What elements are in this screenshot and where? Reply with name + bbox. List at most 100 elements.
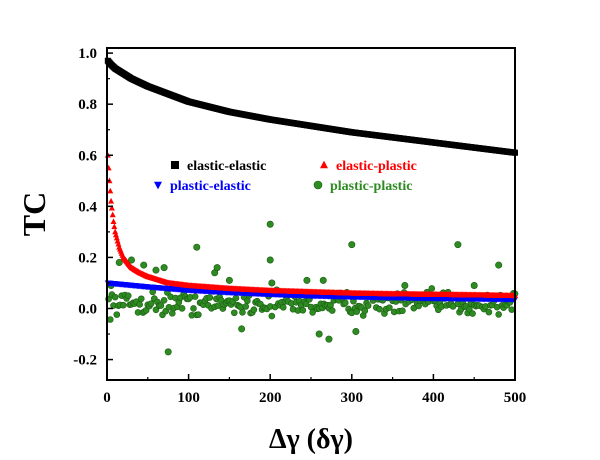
data-point-plastic-plastic [319, 276, 327, 284]
data-point-elastic-plastic [107, 187, 114, 194]
data-point-plastic-plastic [147, 300, 155, 307]
data-point-plastic-plastic [160, 297, 168, 304]
legend-label-plastic-elastic: plastic-elastic [170, 179, 251, 194]
data-point-plastic-plastic [242, 303, 250, 310]
data-point-plastic-plastic [225, 276, 233, 284]
data-point-plastic-plastic [140, 261, 148, 269]
data-point-plastic-plastic [230, 309, 238, 317]
y-tick-label-4: 0.6 [78, 148, 97, 164]
data-point-plastic-plastic [268, 279, 276, 287]
data-point-plastic-plastic [190, 305, 197, 312]
data-point-plastic-plastic [353, 308, 360, 315]
x-tick-label-1: 100 [177, 390, 200, 406]
data-point-plastic-plastic [303, 276, 311, 284]
data-point-plastic-plastic [348, 241, 356, 249]
data-point-plastic-plastic [160, 264, 168, 272]
data-point-plastic-plastic [485, 308, 493, 316]
legend-marker-plastic-plastic [313, 180, 323, 190]
x-tick-label-4: 400 [422, 390, 445, 406]
y-axis-title: TC [16, 192, 52, 236]
data-point-elastic-plastic [112, 228, 119, 235]
data-point-plastic-plastic [328, 307, 336, 314]
data-point-plastic-plastic [341, 299, 349, 307]
x-tick-label-3: 300 [341, 390, 364, 406]
data-point-plastic-plastic [157, 302, 165, 309]
data-point-elastic-plastic [113, 234, 120, 241]
data-point-plastic-plastic [193, 243, 201, 251]
data-point-plastic-plastic [266, 256, 274, 264]
legend-label-plastic-plastic: plastic-plastic [330, 179, 412, 194]
data-point-plastic-plastic [238, 325, 246, 333]
data-point-plastic-plastic [106, 316, 114, 323]
data-point-plastic-plastic [315, 330, 323, 338]
data-point-plastic-plastic [428, 285, 436, 292]
axis-ticks: 0 100 200 300 400 500 -0.2 0.0 0.2 0.4 0.6 0.8 1.0 [73, 46, 526, 406]
data-point-plastic-plastic [250, 306, 258, 313]
data-point-elastic-plastic [111, 223, 118, 230]
data-point-elastic-plastic [115, 240, 122, 247]
x-tick-label-0: 0 [103, 390, 111, 406]
data-point-plastic-plastic [127, 256, 135, 264]
data-point-plastic-plastic [113, 311, 121, 318]
data-point-plastic-plastic [214, 302, 222, 309]
data-point-plastic-plastic [195, 311, 202, 318]
data-point-plastic-plastic [399, 307, 406, 315]
legend-label-elastic-plastic: elastic-plastic [336, 159, 417, 174]
data-point-plastic-plastic [120, 301, 127, 309]
data-point-plastic-plastic [309, 309, 316, 316]
data-point-plastic-plastic [495, 261, 503, 269]
data-point-plastic-plastic [376, 305, 383, 313]
y-tick-label-5: 0.8 [78, 97, 97, 113]
data-point-plastic-plastic [152, 266, 160, 274]
data-point-plastic-plastic [178, 305, 186, 312]
data-point-plastic-plastic [115, 259, 123, 267]
legend-label-elastic-elastic: elastic-elastic [187, 159, 266, 174]
series-elastic-plastic [104, 151, 518, 299]
data-point-plastic-plastic [508, 306, 516, 313]
data-point-elastic-plastic [110, 218, 117, 225]
y-tick-label-2: 0.2 [78, 250, 97, 266]
data-point-plastic-plastic [213, 264, 221, 272]
data-point-plastic-plastic [495, 311, 502, 318]
data-point-plastic-plastic [352, 327, 360, 335]
data-point-elastic-plastic [109, 211, 116, 218]
legend-marker-elastic-elastic [171, 161, 179, 169]
y-tick-label-1: 0.0 [78, 301, 97, 317]
data-point-plastic-plastic [268, 312, 276, 320]
y-tick-label-3: 0.4 [78, 199, 97, 215]
data-point-plastic-plastic [299, 306, 307, 314]
legend-marker-plastic-elastic [154, 181, 162, 190]
data-point-elastic-plastic [112, 231, 119, 238]
data-point-plastic-plastic [266, 220, 274, 228]
data-point-plastic-plastic [361, 307, 369, 315]
data-point-plastic-plastic [136, 301, 143, 308]
data-point-plastic-plastic [401, 282, 409, 290]
data-point-plastic-plastic [466, 305, 473, 313]
data-point-plastic-plastic [454, 241, 462, 249]
y-tick-label-0: -0.2 [73, 353, 97, 369]
data-point-elastic-plastic [108, 204, 115, 211]
data-point-plastic-plastic [191, 293, 199, 300]
data-point-plastic-plastic [279, 303, 287, 311]
data-point-plastic-plastic [239, 309, 246, 316]
legend-marker-elastic-plastic [320, 160, 328, 169]
x-axis-title: Δγ (δγ) [269, 424, 353, 455]
data-point-plastic-plastic [124, 292, 132, 300]
data-point-plastic-plastic [470, 282, 478, 290]
data-point-plastic-plastic [137, 295, 145, 303]
legend: elastic-elastic elastic-plastic plastic-el… [154, 159, 417, 194]
series-elastic-elastic [104, 57, 518, 156]
data-point-plastic-plastic [469, 310, 476, 317]
data-point-elastic-plastic [108, 197, 115, 204]
y-tick-label-6: 1.0 [78, 46, 97, 62]
data-point-plastic-plastic [111, 293, 119, 301]
data-point-plastic-plastic [302, 300, 310, 308]
x-tick-label-2: 200 [259, 390, 282, 406]
data-point-elastic-plastic [114, 237, 121, 244]
data-point-plastic-plastic [386, 304, 393, 311]
data-point-plastic-plastic [364, 302, 372, 309]
data-point-plastic-plastic [206, 294, 214, 301]
data-point-plastic-plastic [325, 335, 333, 343]
x-tick-label-5: 500 [504, 390, 527, 406]
